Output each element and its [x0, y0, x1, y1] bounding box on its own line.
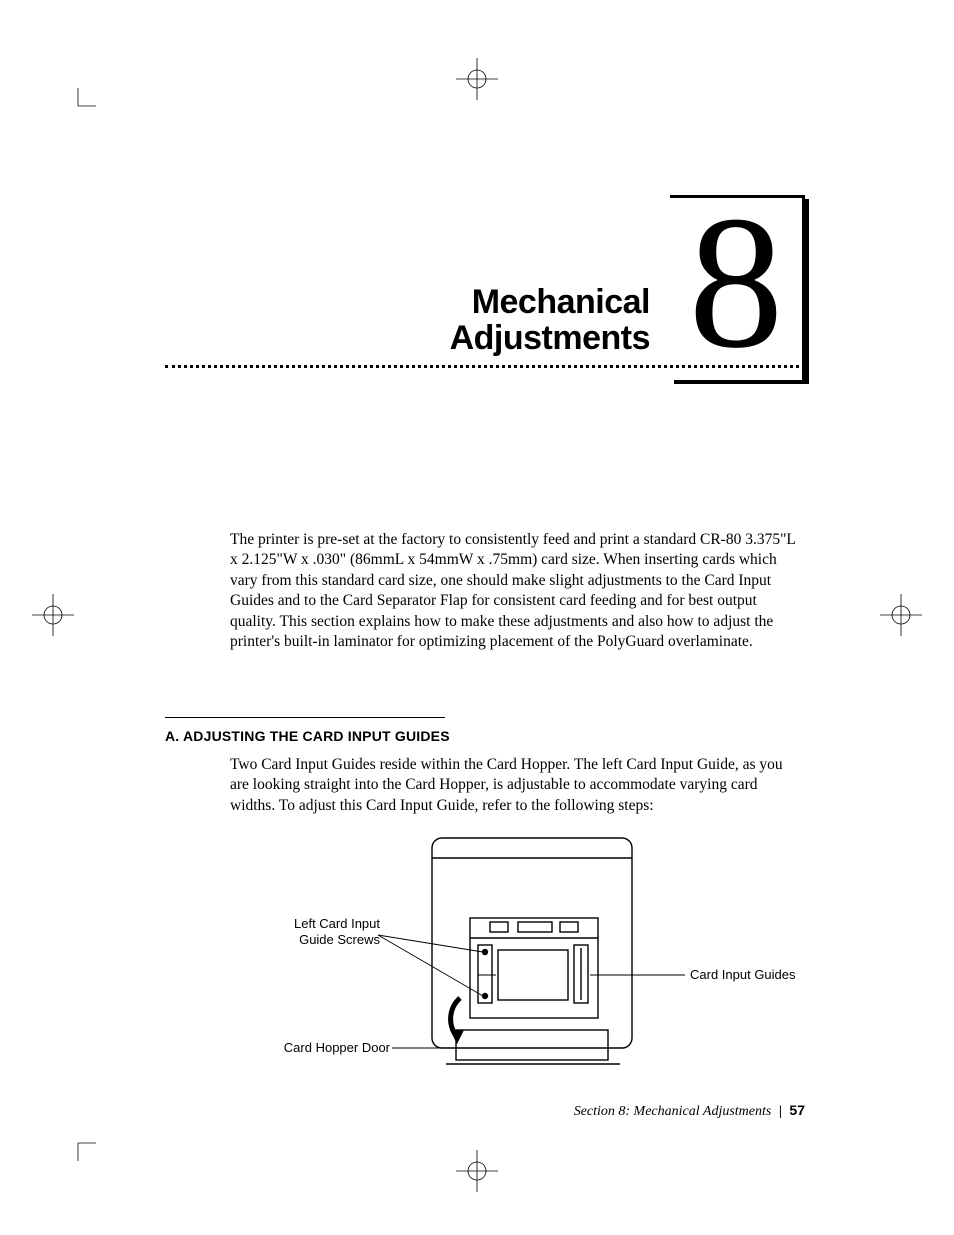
callout-left-guide-screws: Left Card Input Guide Screws	[250, 916, 380, 947]
footer-section-label: Section 8: Mechanical Adjustments	[574, 1104, 772, 1119]
section-a-body: Two Card Input Guides reside within the …	[230, 755, 805, 816]
chapter-header: 8 Mechanical Adjustments	[165, 195, 805, 380]
page-footer: Section 8: Mechanical Adjustments | 57	[165, 1102, 805, 1120]
chapter-number-box: 8	[670, 195, 805, 380]
section-rule	[165, 717, 445, 718]
chapter-title-line1: Mechanical	[450, 285, 650, 321]
callout-left-guide-screws-l2: Guide Screws	[299, 932, 380, 947]
callout-card-hopper-door: Card Hopper Door	[250, 1040, 390, 1056]
chapter-title: Mechanical Adjustments	[450, 285, 650, 356]
callout-card-input-guides: Card Input Guides	[690, 967, 820, 983]
dotted-rule	[165, 365, 805, 368]
footer-divider: |	[779, 1104, 782, 1119]
crop-mark-right	[880, 594, 922, 636]
crop-mark-left	[32, 594, 74, 636]
section-a-heading: A. ADJUSTING THE CARD INPUT GUIDES	[165, 728, 450, 744]
callout-left-guide-screws-l1: Left Card Input	[294, 916, 380, 931]
card-hopper-diagram: Left Card Input Guide Screws Card Hopper…	[260, 830, 805, 1080]
chapter-title-line2: Adjustments	[450, 321, 650, 357]
crop-corner-tl	[60, 88, 96, 124]
footer-page-number: 57	[789, 1102, 805, 1118]
crop-corner-bl	[60, 1125, 96, 1161]
intro-paragraph: The printer is pre-set at the factory to…	[230, 530, 805, 653]
chapter-number: 8	[689, 207, 784, 359]
